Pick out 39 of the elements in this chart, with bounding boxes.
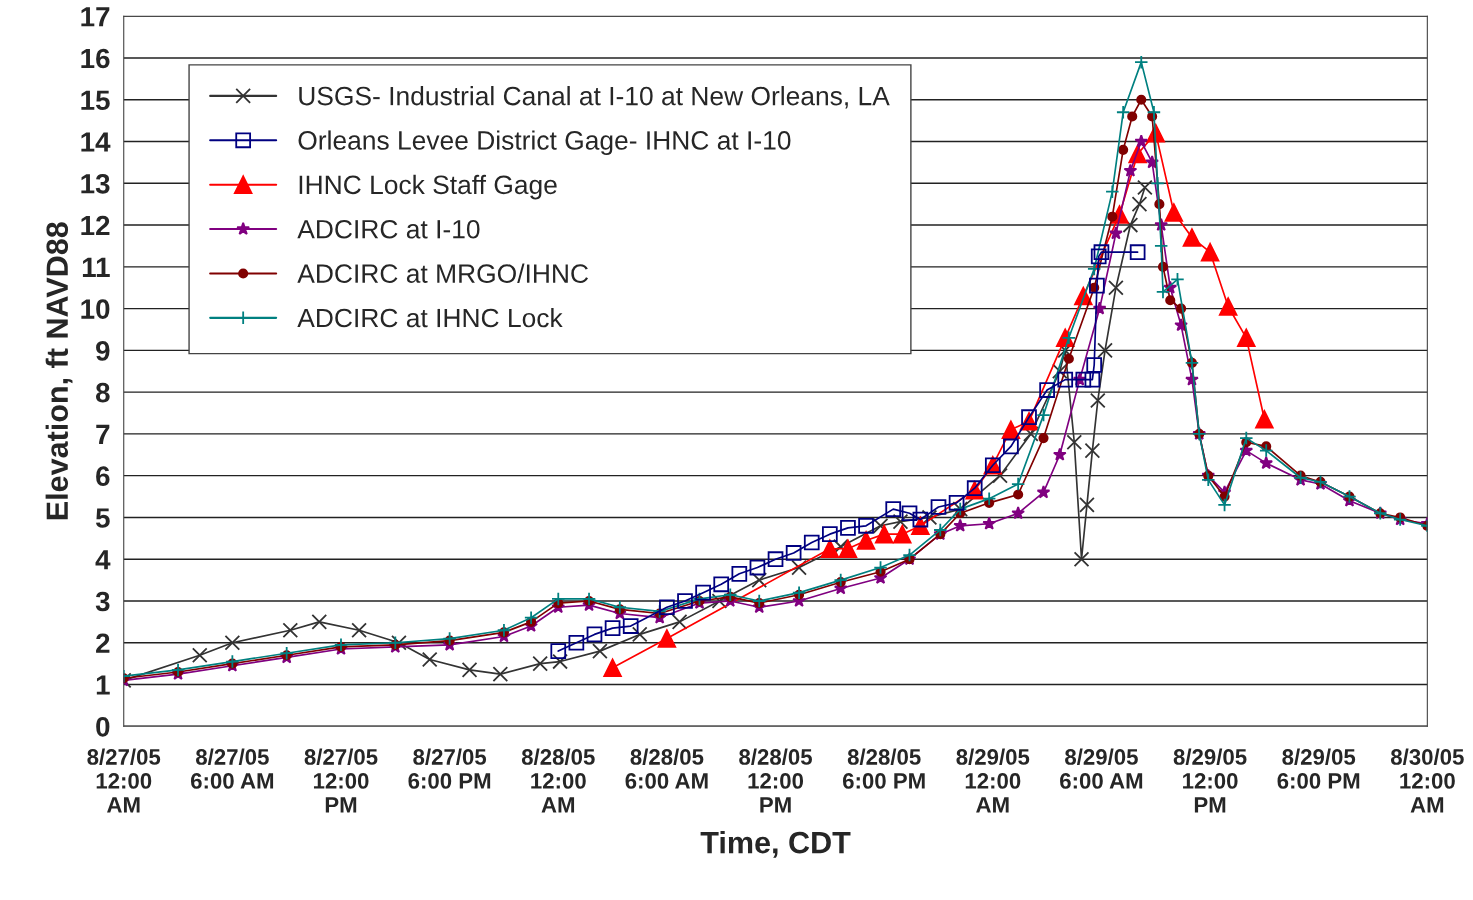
y-tick-label: 1 (96, 675, 110, 695)
x-axis-title: Time, CDT (700, 831, 851, 858)
y-tick-label: 14 (81, 132, 111, 152)
legend-label: Orleans Levee District Gage- IHNC at I-10 (298, 130, 791, 155)
legend-label: IHNC Lock Staff Gage (299, 174, 557, 200)
y-tick-label: 11 (82, 257, 110, 277)
x-tick-label: 8/28/05 12:00 PM (739, 748, 812, 813)
x-tick-label: 8/28/05 6:00 AM (625, 748, 708, 789)
y-tick-label: 13 (81, 173, 110, 194)
y-tick-label: 3 (95, 591, 110, 612)
x-tick-label: 8/29/05 12:00 PM (1173, 748, 1247, 813)
x-tick-label: 8/27/05 12:00 AM (87, 748, 161, 813)
legend-label: ADCIRC at IHNC Lock (297, 307, 563, 328)
x-tick-label: 8/29/05 6:00 AM (1060, 748, 1143, 789)
x-tick-label: 8/27/05 12:00 PM (304, 748, 378, 813)
y-tick-label: 17 (81, 7, 110, 27)
legend-label: ADCIRC at MRGO/IHNC (297, 263, 589, 283)
y-tick-label: 10 (81, 299, 110, 319)
y-tick-label: 15 (81, 90, 110, 111)
x-tick-label: 8/28/05 6:00 PM (842, 748, 925, 789)
x-tick-label: 8/30/05 12:00 AM (1390, 748, 1464, 813)
x-tick-label: 8/27/05 6:00 PM (408, 748, 491, 789)
x-tick-label: 8/29/05 6:00 PM (1277, 748, 1360, 789)
y-tick-label: 9 (96, 341, 110, 361)
x-tick-label: 8/27/05 6:00 AM (190, 748, 274, 789)
y-tick-label: 7 (96, 424, 110, 444)
y-tick-label: 6 (96, 466, 110, 487)
x-tick-label: 8/29/05 12:00 AM (956, 748, 1030, 813)
y-tick-label: 2 (96, 633, 110, 653)
y-tick-label: 12 (81, 215, 110, 236)
y-tick-label: 5 (95, 508, 110, 528)
y-axis-title: Elevation, ft NAVD88 (45, 222, 73, 520)
y-tick-label: 8 (95, 382, 110, 403)
x-tick-label: 8/28/05 12:00 AM (521, 748, 595, 813)
legend-label: USGS- Industrial Canal at I-10 at New Orleans, LA (299, 86, 890, 109)
y-tick-label: 0 (96, 716, 110, 737)
y-tick-label: 16 (81, 48, 110, 69)
legend-label: ADCIRC at I-10 (297, 219, 480, 239)
y-tick-label: 4 (95, 550, 111, 570)
